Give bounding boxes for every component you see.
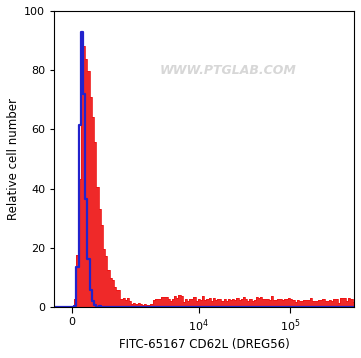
- X-axis label: FITC-65167 CD62L (DREG56): FITC-65167 CD62L (DREG56): [119, 338, 290, 351]
- Text: WWW.PTGLAB.COM: WWW.PTGLAB.COM: [160, 64, 296, 77]
- Y-axis label: Relative cell number: Relative cell number: [7, 98, 20, 220]
